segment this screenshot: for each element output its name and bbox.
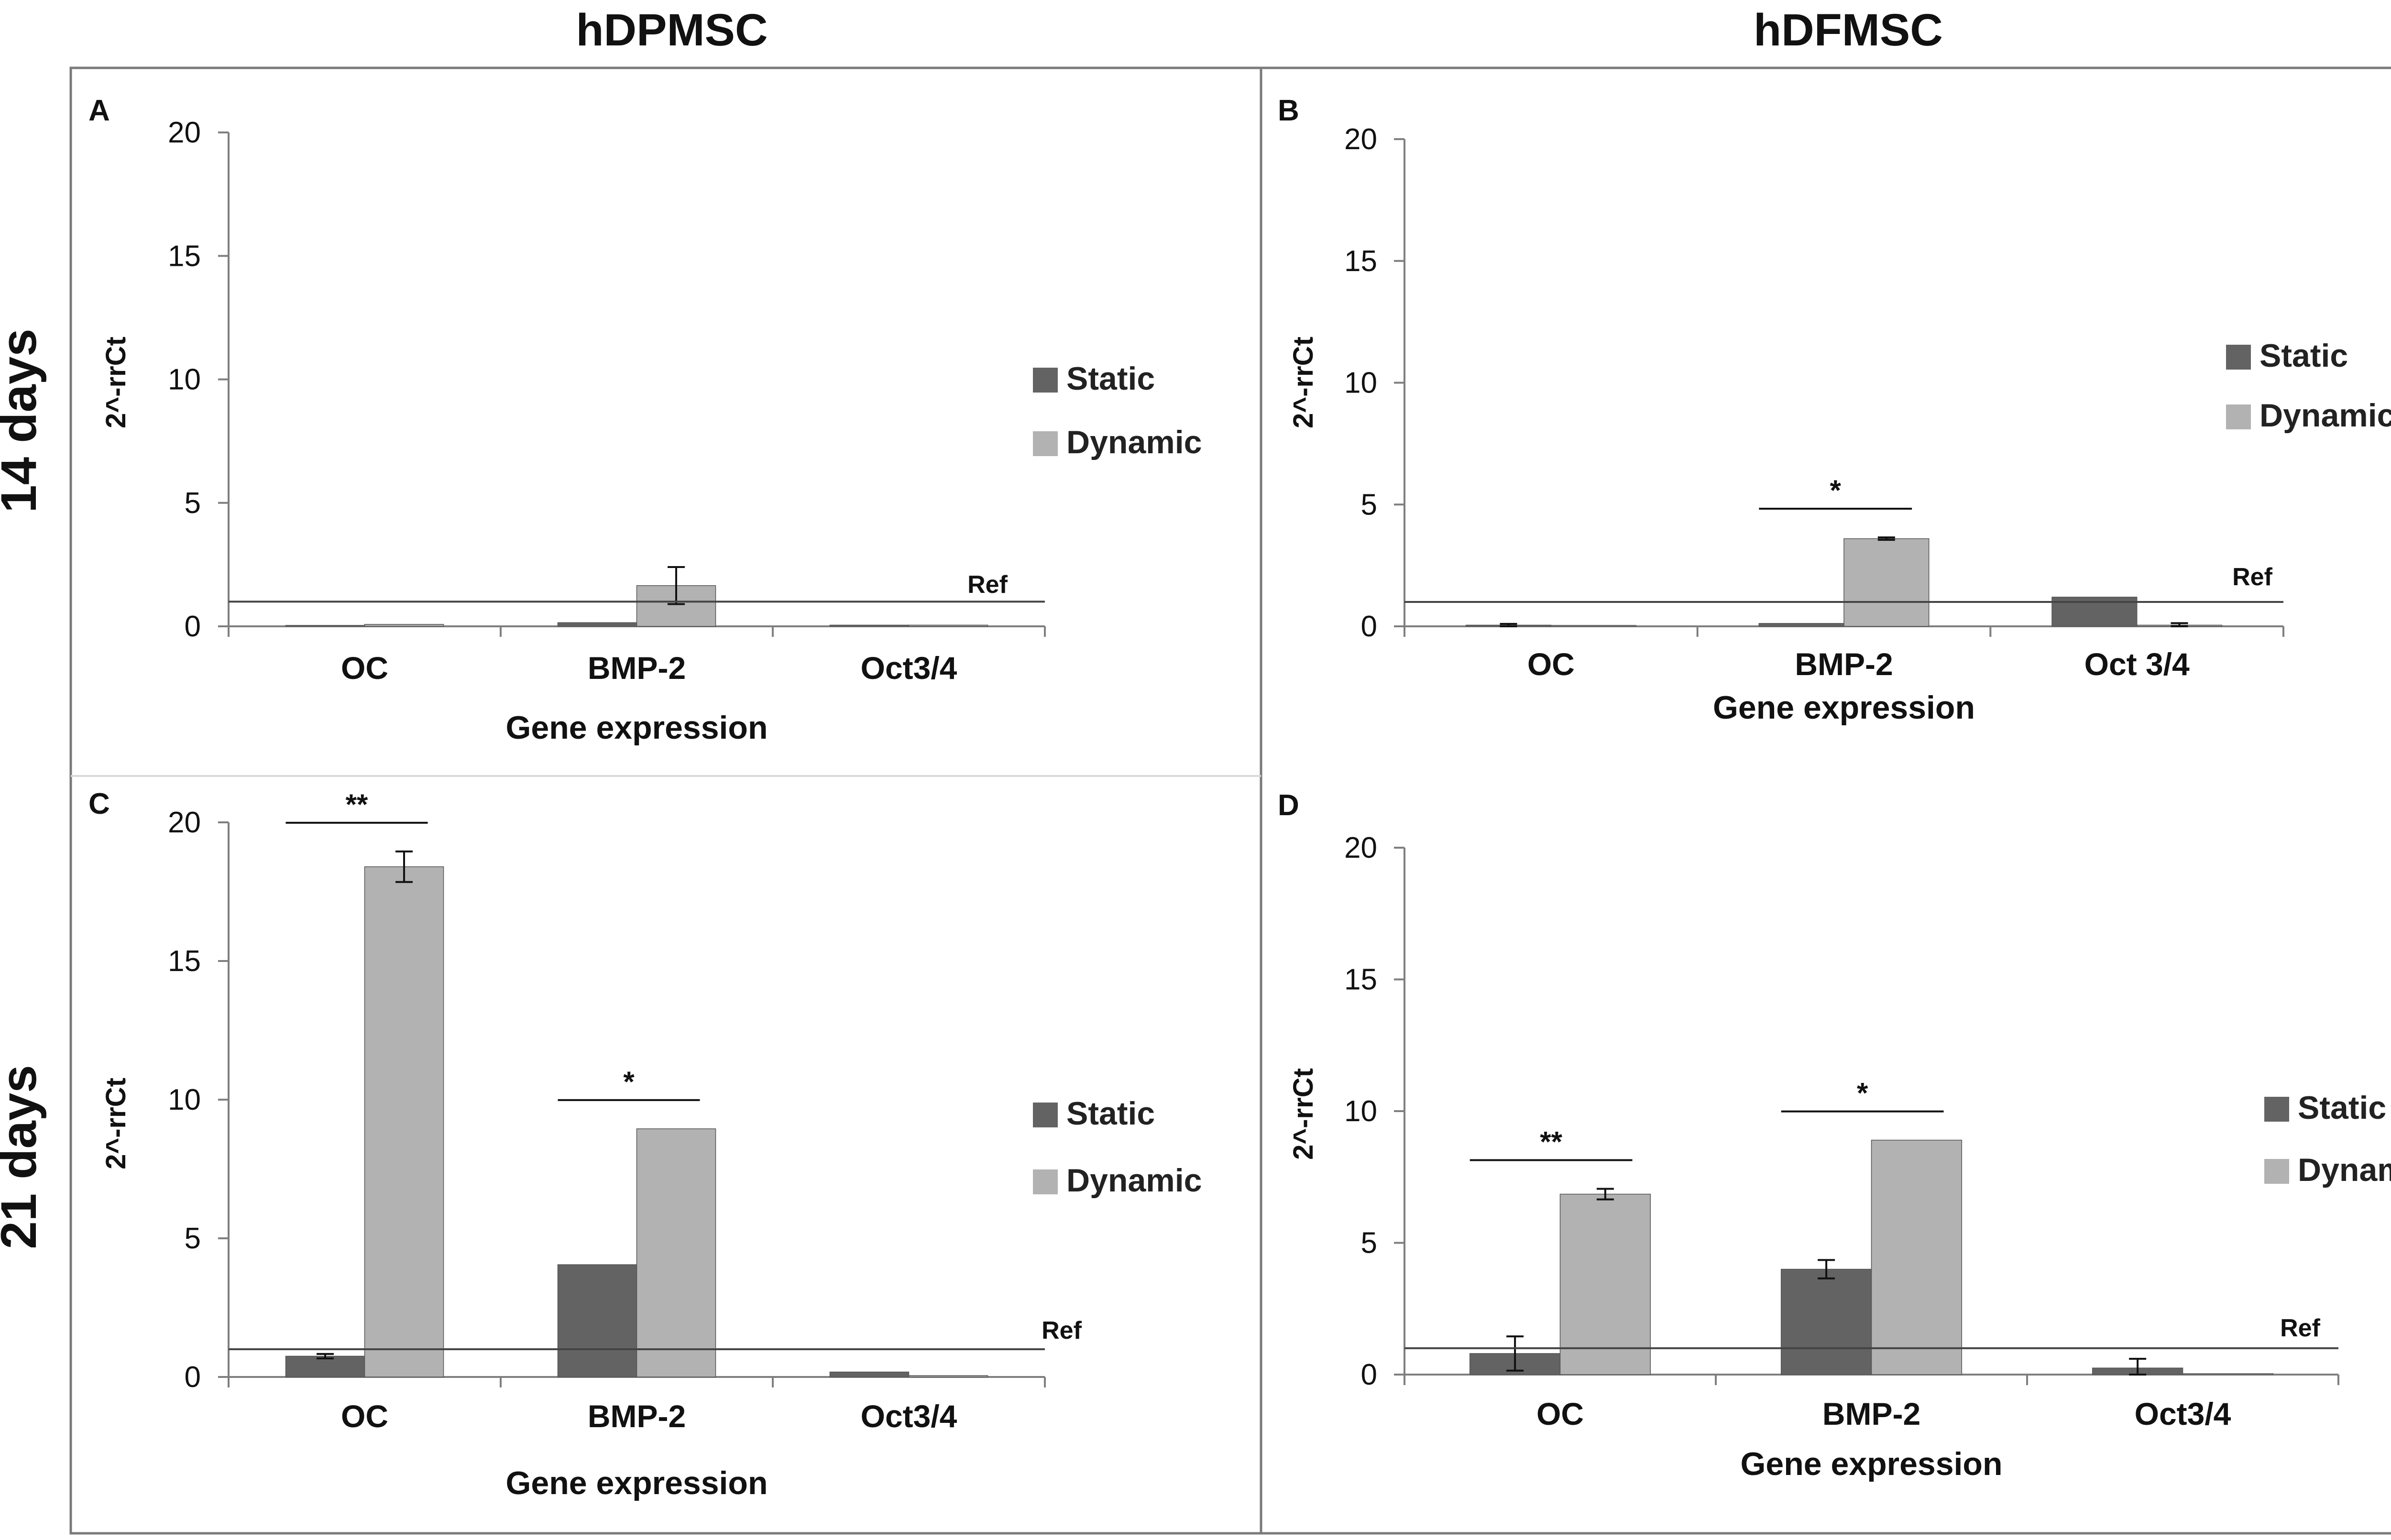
bar-static-oc [285, 1355, 365, 1377]
x-axis-title: Gene expression [505, 710, 768, 746]
significance-label: * [1830, 474, 1842, 506]
y-tick-label: 5 [185, 487, 201, 520]
panel-a-chart: A 0 5 10 15 20 OC BMP-2 Oct3/4 Ref Gene expression… [88, 94, 1202, 746]
panel-letter: C [88, 787, 110, 820]
bar-static-oc [285, 625, 365, 627]
x-axis-title: Gene expression [505, 1465, 768, 1501]
y-tick-label: 10 [168, 1083, 201, 1116]
legend-swatch-dynamic [1033, 431, 1058, 456]
y-tick-label: 20 [168, 116, 201, 149]
significance-label: * [623, 1066, 635, 1098]
bar-dynamic-oct3-4 [908, 624, 988, 627]
column-header-hdfmsc: hDFMSC [1754, 5, 1943, 55]
panel-letter: B [1278, 94, 1299, 127]
bar-static-bmp-2 [557, 622, 637, 627]
y-tick-label: 0 [1361, 1358, 1377, 1391]
legend-swatch-static [2264, 1097, 2289, 1122]
legend-swatch-dynamic [2226, 404, 2251, 429]
y-tick-label: 20 [1344, 123, 1377, 156]
reference-label: Ref [1042, 1317, 1082, 1344]
legend-swatch-static [1033, 1103, 1058, 1127]
legend-label-static: Static [2298, 1090, 2386, 1126]
y-tick-label: 10 [1344, 367, 1377, 400]
y-axis-title: 2^-rrCt [1288, 1068, 1319, 1160]
y-tick-label: 5 [1361, 1227, 1377, 1260]
bar-dynamic-oct3-4 [908, 1375, 988, 1377]
legend-swatch-static [2226, 345, 2251, 370]
panel-letter: D [1278, 789, 1299, 822]
legend-label-static: Static [1066, 1095, 1155, 1132]
y-tick-label: 15 [168, 240, 201, 273]
bar-dynamic-oc [1559, 1193, 1651, 1375]
x-category-label: OC [341, 1398, 388, 1434]
bar-dynamic-oc [364, 624, 444, 627]
y-tick-label: 10 [168, 363, 201, 396]
legend-label-static: Static [2259, 338, 2348, 374]
x-category-label: BMP-2 [588, 1398, 686, 1434]
y-tick-label: 10 [1344, 1095, 1377, 1128]
legend-label-dynamic: Dynamic [1066, 424, 1202, 460]
bar-dynamic-bmp-2 [1843, 538, 1930, 627]
row-header-14-days: 14 days [0, 328, 47, 513]
x-category-label: OC [1536, 1396, 1584, 1431]
legend-label-dynamic: Dynamic [1066, 1162, 1202, 1199]
x-category-label: BMP-2 [1795, 646, 1893, 682]
bar-dynamic-oc [364, 866, 444, 1377]
column-header-hdpmsc: hDPMSC [576, 5, 768, 55]
reference-label: Ref [2232, 563, 2272, 591]
y-tick-label: 5 [185, 1222, 201, 1255]
legend-label-dynamic: Dynamic [2259, 397, 2391, 434]
x-category-label: Oct 3/4 [2084, 646, 2190, 682]
x-category-label: BMP-2 [1822, 1396, 1920, 1431]
x-category-label: Oct3/4 [861, 1398, 957, 1434]
x-category-label: Oct3/4 [861, 650, 957, 686]
significance-label: ** [346, 788, 368, 820]
x-axis-title: Gene expression [1740, 1446, 2002, 1482]
legend-label-static: Static [1066, 360, 1155, 397]
y-axis-title: 2^-rrCt [100, 1078, 132, 1169]
bar-static-oct3-4 [829, 1371, 910, 1377]
x-axis-title: Gene expression [1713, 689, 1975, 726]
panel-b-chart: B 0 5 10 15 20 OC BMP-2 Oct 3/4 Ref * Gene expressi… [1278, 94, 2391, 726]
x-category-label: OC [1527, 646, 1575, 682]
significance-label: ** [1540, 1126, 1562, 1158]
y-tick-label: 20 [168, 806, 201, 839]
bar-dynamic-bmp-2 [636, 1128, 716, 1377]
reference-label: Ref [967, 571, 1008, 599]
row-header-21-days: 21 days [0, 1065, 47, 1249]
reference-label: Ref [2280, 1314, 2320, 1342]
y-tick-label: 0 [1361, 610, 1377, 643]
y-tick-label: 20 [1344, 831, 1377, 864]
panel-letter: A [88, 94, 110, 127]
bar-static-bmp-2 [1780, 1268, 1872, 1375]
y-tick-label: 5 [1361, 488, 1377, 521]
y-tick-label: 0 [185, 610, 201, 643]
y-axis-title: 2^-rrCt [1288, 337, 1319, 428]
y-tick-label: 15 [168, 945, 201, 978]
y-axis-title: 2^-rrCt [100, 337, 132, 428]
bar-static-oct3-4 [829, 624, 910, 627]
bar-static-bmp-2 [1758, 623, 1844, 627]
legend-label-dynamic: Dynamic [2298, 1152, 2391, 1188]
x-category-label: BMP-2 [588, 650, 686, 686]
bar-static-bmp-2 [557, 1264, 637, 1377]
bar-dynamic-bmp-2 [1871, 1139, 1963, 1375]
legend-swatch-dynamic [2264, 1159, 2289, 1184]
bar-dynamic-oct3-4 [2182, 1373, 2274, 1375]
legend-swatch-static [1033, 368, 1058, 393]
figure-border [69, 66, 2391, 1535]
legend-swatch-dynamic [1033, 1169, 1058, 1194]
x-category-label: OC [341, 650, 388, 686]
y-tick-label: 15 [1344, 245, 1377, 278]
bar-dynamic-oc [1550, 625, 1636, 627]
significance-label: * [1857, 1077, 1868, 1109]
y-tick-label: 0 [185, 1361, 201, 1394]
x-category-label: Oct3/4 [2135, 1396, 2231, 1431]
y-tick-label: 15 [1344, 963, 1377, 996]
